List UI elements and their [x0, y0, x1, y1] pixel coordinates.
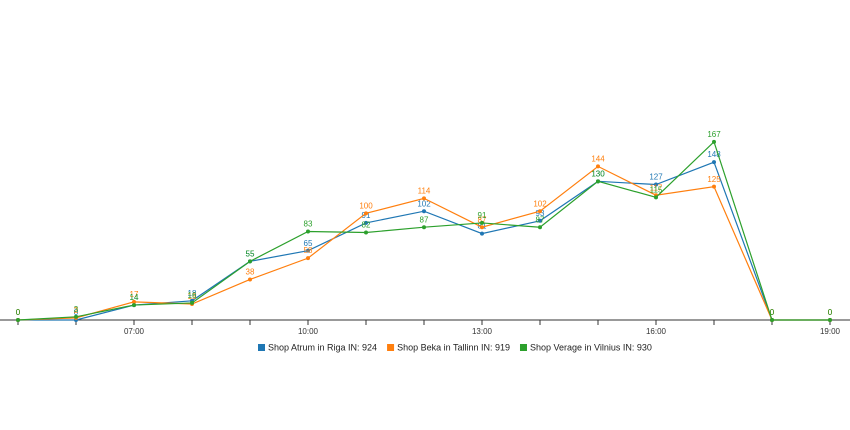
point [190, 300, 194, 305]
data-label: 87 [478, 215, 487, 224]
point [712, 184, 716, 189]
point [712, 139, 716, 144]
data-label: 148 [707, 150, 721, 159]
x-tick-label: 10:00 [298, 327, 319, 336]
data-label: 91 [478, 211, 487, 220]
point [538, 218, 542, 223]
point [654, 182, 658, 187]
data-label: 114 [418, 187, 431, 196]
point [538, 209, 542, 214]
data-label: 0 [16, 308, 21, 317]
data-label: 144 [591, 155, 605, 164]
data-label: 127 [649, 173, 663, 182]
x-tick-label: 13:00 [472, 327, 493, 336]
data-label: 38 [246, 268, 255, 277]
point [596, 179, 600, 184]
point [364, 220, 368, 225]
data-label: 0 [828, 308, 833, 317]
legend-swatch [387, 344, 395, 351]
point [16, 318, 20, 322]
legend-swatch [519, 344, 527, 351]
legend-label: Shop Verage in Vilnius IN: 930 [530, 342, 652, 352]
data-label: 0 [770, 308, 775, 317]
point [248, 277, 252, 282]
data-label: 167 [707, 130, 721, 139]
data-label: 130 [591, 169, 605, 178]
point [480, 225, 484, 230]
data-label: 2 [74, 306, 79, 315]
data-label: 91 [362, 211, 371, 220]
point [422, 196, 426, 201]
data-label: 115 [650, 185, 663, 194]
data-label: 0 [828, 308, 833, 317]
data-label: 125 [707, 175, 721, 184]
point [306, 256, 310, 261]
data-label: 55 [246, 249, 255, 258]
point [132, 299, 136, 304]
data-label: 0 [770, 308, 775, 317]
data-label: 0 [74, 308, 79, 317]
data-label: 0 [16, 308, 21, 317]
point [364, 230, 368, 235]
data-label: 0 [828, 308, 833, 317]
point [422, 225, 426, 230]
x-tick-label: 07:00 [124, 327, 145, 336]
data-label: 14 [130, 293, 139, 302]
data-label: 55 [246, 249, 255, 258]
data-label: 0 [16, 308, 21, 317]
data-label: 102 [417, 199, 431, 208]
data-label: 87 [536, 215, 545, 224]
point [248, 259, 252, 264]
point [480, 231, 484, 236]
point [306, 229, 310, 234]
point [306, 248, 310, 253]
data-label: 65 [304, 239, 313, 248]
point [654, 195, 658, 200]
data-label: 82 [362, 221, 371, 230]
point [74, 314, 78, 319]
legend-swatch [258, 344, 265, 351]
legend: Shop Atrum in Riga IN: 924 Shop Beka in T… [258, 342, 652, 352]
data-label: 117 [650, 183, 663, 192]
data-label: 18 [188, 289, 197, 298]
x-tick-label: 19:00 [820, 327, 841, 336]
data-label: 87 [420, 215, 429, 224]
point [132, 303, 136, 308]
data-label: 15 [188, 292, 197, 301]
data-label: 3 [74, 305, 79, 314]
point [828, 318, 832, 322]
legend-label: Shop Atrum in Riga IN: 924 [268, 342, 377, 352]
data-label: 83 [304, 220, 313, 229]
data-label: 58 [304, 246, 313, 255]
data-label: 100 [359, 201, 373, 210]
point [422, 209, 426, 214]
series-line [17, 140, 830, 321]
data-label: 16 [188, 291, 197, 300]
point [770, 318, 774, 322]
point [480, 220, 484, 225]
data-label: 0 [770, 308, 775, 317]
point [596, 164, 600, 169]
data-label: 130 [591, 169, 605, 178]
point [538, 225, 542, 230]
data-label: 14 [130, 293, 139, 302]
data-label: 102 [533, 199, 547, 208]
point [712, 160, 716, 165]
legend-label: Shop Beka in Tallinn IN: 919 [397, 342, 510, 352]
data-label: 93 [536, 209, 545, 218]
point [364, 211, 368, 216]
x-tick-label: 16:00 [646, 327, 667, 336]
data-label: 17 [130, 290, 139, 299]
